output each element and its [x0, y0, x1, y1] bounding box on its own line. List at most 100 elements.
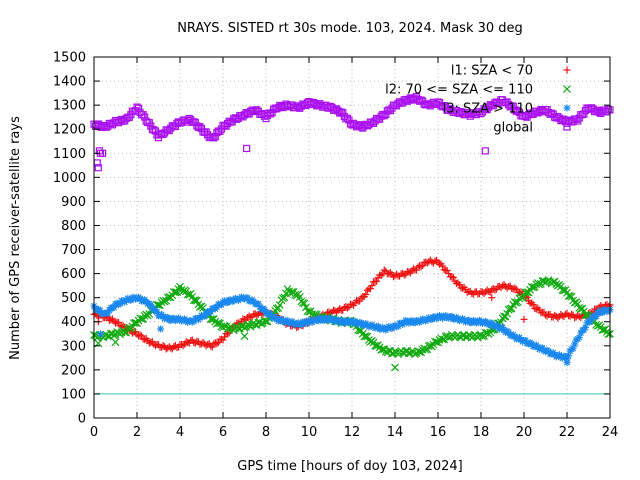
marker-stroke [375, 323, 382, 330]
marker-stroke [570, 298, 579, 307]
legend-marker [563, 104, 571, 112]
marker-stroke [153, 300, 161, 309]
y-tick-label: 1300 [53, 99, 86, 114]
data-point [208, 343, 216, 351]
data-point [371, 341, 379, 350]
data-point [440, 266, 448, 274]
marker-stroke [303, 307, 312, 316]
marker-stroke [573, 300, 582, 308]
marker-stroke [191, 296, 200, 305]
marker-stroke [260, 316, 269, 325]
marker-stroke [563, 359, 571, 366]
points-layer [90, 92, 614, 372]
data-point [260, 316, 269, 325]
marker-stroke [431, 337, 439, 346]
marker-stroke [521, 288, 530, 297]
marker-stroke [183, 290, 192, 299]
legend-marker [563, 66, 571, 74]
y-axis-label: Number of GPS receiver-satellite rays [8, 116, 23, 360]
data-point [527, 283, 536, 291]
marker-stroke [604, 105, 613, 113]
data-point [353, 296, 361, 304]
marker-stroke [516, 334, 523, 341]
marker-stroke [255, 300, 262, 307]
y-tick-label: 800 [61, 219, 86, 234]
marker-stroke [510, 298, 519, 307]
data-point [147, 301, 155, 309]
marker-stroke [499, 324, 506, 331]
data-point [275, 301, 284, 309]
data-point [130, 319, 138, 328]
marker-stroke [481, 147, 489, 155]
marker-stroke [164, 314, 171, 321]
data-point [604, 105, 613, 113]
data-point [153, 300, 161, 309]
data-point [159, 342, 167, 350]
series-l2-70-sza-110 [90, 276, 614, 359]
marker-stroke [94, 164, 102, 172]
data-point [145, 339, 153, 347]
marker-stroke [550, 277, 559, 286]
marker-stroke [216, 319, 224, 328]
data-point [521, 288, 530, 297]
legend-label: l1: SZA < 70 [451, 64, 533, 79]
data-point [224, 330, 232, 338]
data-point [219, 336, 227, 344]
x-tick-label: 10 [301, 425, 318, 440]
marker-stroke [272, 313, 279, 320]
data-point [107, 316, 115, 324]
marker-stroke [375, 343, 384, 352]
data-point [511, 284, 519, 292]
data-point [485, 287, 493, 295]
marker-stroke [244, 294, 251, 302]
data-point [112, 319, 119, 327]
data-point [182, 338, 190, 346]
x-tick-label: 2 [133, 425, 141, 440]
data-point [213, 340, 221, 348]
y-tick-label: 1000 [53, 171, 86, 186]
data-point [380, 266, 388, 274]
marker-stroke [563, 104, 571, 112]
y-tick-label: 900 [61, 195, 86, 210]
data-point [373, 277, 381, 285]
y-tick-label: 1100 [53, 147, 86, 162]
marker-stroke [564, 292, 573, 300]
data-point [361, 332, 370, 341]
outlier-point [488, 294, 496, 302]
data-point [331, 307, 339, 315]
marker-stroke [545, 348, 552, 355]
legend-label: global [493, 121, 533, 136]
y-tick-label: 1200 [53, 123, 86, 138]
data-point [580, 326, 588, 334]
x-tick-label: 16 [430, 425, 447, 440]
marker-stroke [458, 331, 467, 340]
series-l3-sza-110 [90, 293, 614, 363]
outlier-point [111, 338, 120, 347]
data-point [199, 338, 207, 346]
data-point [566, 292, 574, 300]
marker-stroke [505, 328, 512, 336]
marker-stroke [275, 301, 284, 309]
marker-stroke [563, 123, 571, 131]
marker-stroke [527, 283, 536, 291]
data-point [419, 262, 427, 270]
legend-label: l3: SZA > 110 [443, 102, 533, 117]
marker-stroke [267, 311, 274, 318]
data-point [204, 341, 212, 349]
marker-stroke [361, 332, 370, 341]
marker-stroke [261, 306, 268, 313]
x-tick-label: 24 [602, 425, 619, 440]
marker-stroke [111, 338, 120, 347]
marker-stroke [539, 344, 546, 351]
data-point [167, 344, 175, 352]
marker-stroke [506, 304, 515, 313]
data-point [417, 263, 425, 271]
marker-stroke [558, 286, 567, 294]
x-tick-label: 0 [90, 425, 98, 440]
data-point [115, 319, 123, 327]
data-point [377, 271, 385, 279]
data-point [558, 286, 567, 294]
marker-stroke [294, 290, 303, 299]
y-tick-label: 0 [78, 412, 86, 427]
marker-stroke [604, 330, 613, 339]
